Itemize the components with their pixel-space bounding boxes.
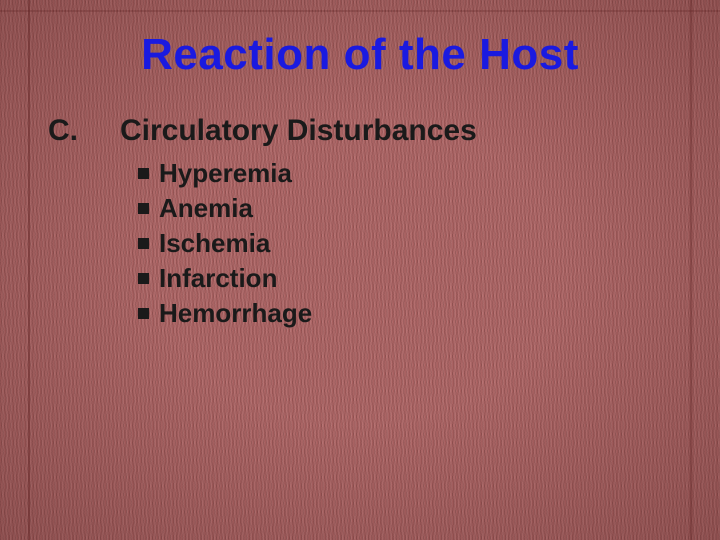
bullet-icon: [138, 203, 149, 214]
bullet-text: Hyperemia: [159, 156, 292, 191]
bullet-text: Hemorrhage: [159, 296, 312, 331]
bullet-icon: [138, 238, 149, 249]
section-letter: C.: [48, 114, 120, 148]
section-row: C. Circulatory Disturbances Hyperemia An…: [40, 114, 680, 331]
bullet-icon: [138, 308, 149, 319]
list-item: Anemia: [138, 191, 680, 226]
list-item: Infarction: [138, 261, 680, 296]
list-item: Hyperemia: [138, 156, 680, 191]
bullet-icon: [138, 273, 149, 284]
bullet-icon: [138, 168, 149, 179]
bullet-text: Anemia: [159, 191, 253, 226]
slide-title: Reaction of the Host: [40, 30, 680, 80]
list-item: Ischemia: [138, 226, 680, 261]
section-body: Circulatory Disturbances Hyperemia Anemi…: [120, 114, 680, 331]
slide-content: Reaction of the Host C. Circulatory Dist…: [0, 0, 720, 331]
section-heading: Circulatory Disturbances: [120, 114, 680, 148]
bullet-text: Ischemia: [159, 226, 270, 261]
list-item: Hemorrhage: [138, 296, 680, 331]
bullet-list: Hyperemia Anemia Ischemia Infarction Hem…: [120, 156, 680, 331]
bullet-text: Infarction: [159, 261, 277, 296]
